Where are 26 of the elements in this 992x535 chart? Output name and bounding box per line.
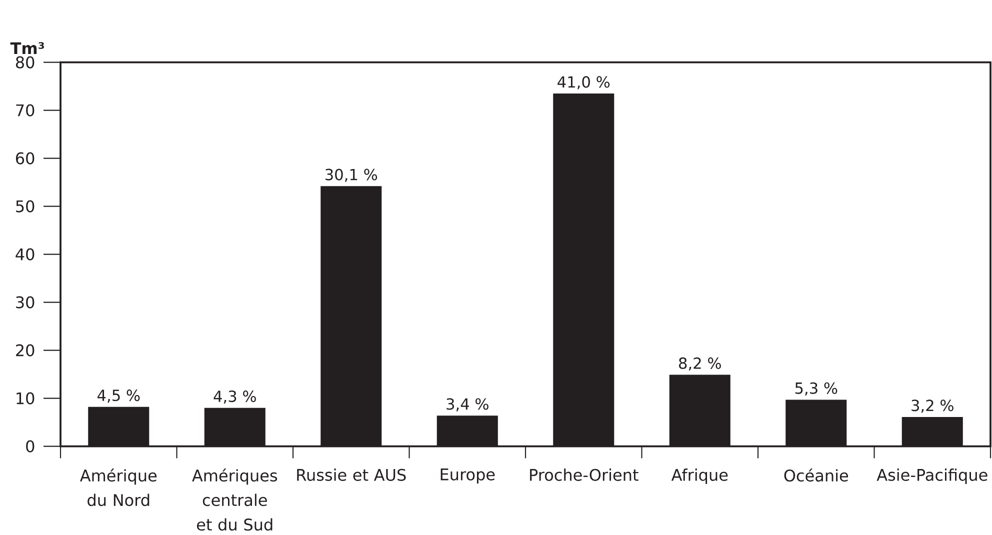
- annotation: 3,2 %: [912, 400, 954, 413]
- x-tick-label: Russie et AUS: [297, 468, 406, 481]
- annotation: 41,0 %: [558, 76, 610, 90]
- x-tick-label: Proche-Orient: [530, 468, 638, 481]
- x-tick-label: Afrique: [671, 468, 728, 484]
- annotation: 4,5 %: [97, 390, 140, 403]
- y-tick-label: 20: [16, 344, 34, 356]
- y-axis-title: Tm³: [10, 42, 44, 54]
- y-tick-label: 10: [16, 392, 34, 404]
- y-tick-label: 80: [16, 56, 34, 68]
- x-tick-label: Asie-Pacifique: [876, 468, 988, 484]
- annotation: 5,3 %: [795, 382, 838, 396]
- annotation: 4,3 %: [214, 390, 256, 404]
- y-tick-label: 60: [16, 152, 34, 164]
- y-tick-label: 40: [16, 248, 34, 260]
- annotation: 30,1 %: [326, 168, 378, 182]
- y-tick-label: 70: [16, 104, 34, 116]
- x-tick-label: Amérique du Nord: [80, 468, 157, 506]
- y-tick-label: 0: [26, 440, 34, 452]
- y-tick-label: 50: [16, 200, 34, 212]
- annotation: 8,2 %: [679, 357, 721, 371]
- x-tick-label: Océanie: [784, 468, 848, 482]
- x-tick-label: Europe: [440, 468, 495, 484]
- x-tick-label: Amériques centrale et du Sud: [192, 468, 278, 531]
- annotation: 3,4 %: [446, 398, 488, 412]
- y-tick-label: 30: [16, 296, 34, 308]
